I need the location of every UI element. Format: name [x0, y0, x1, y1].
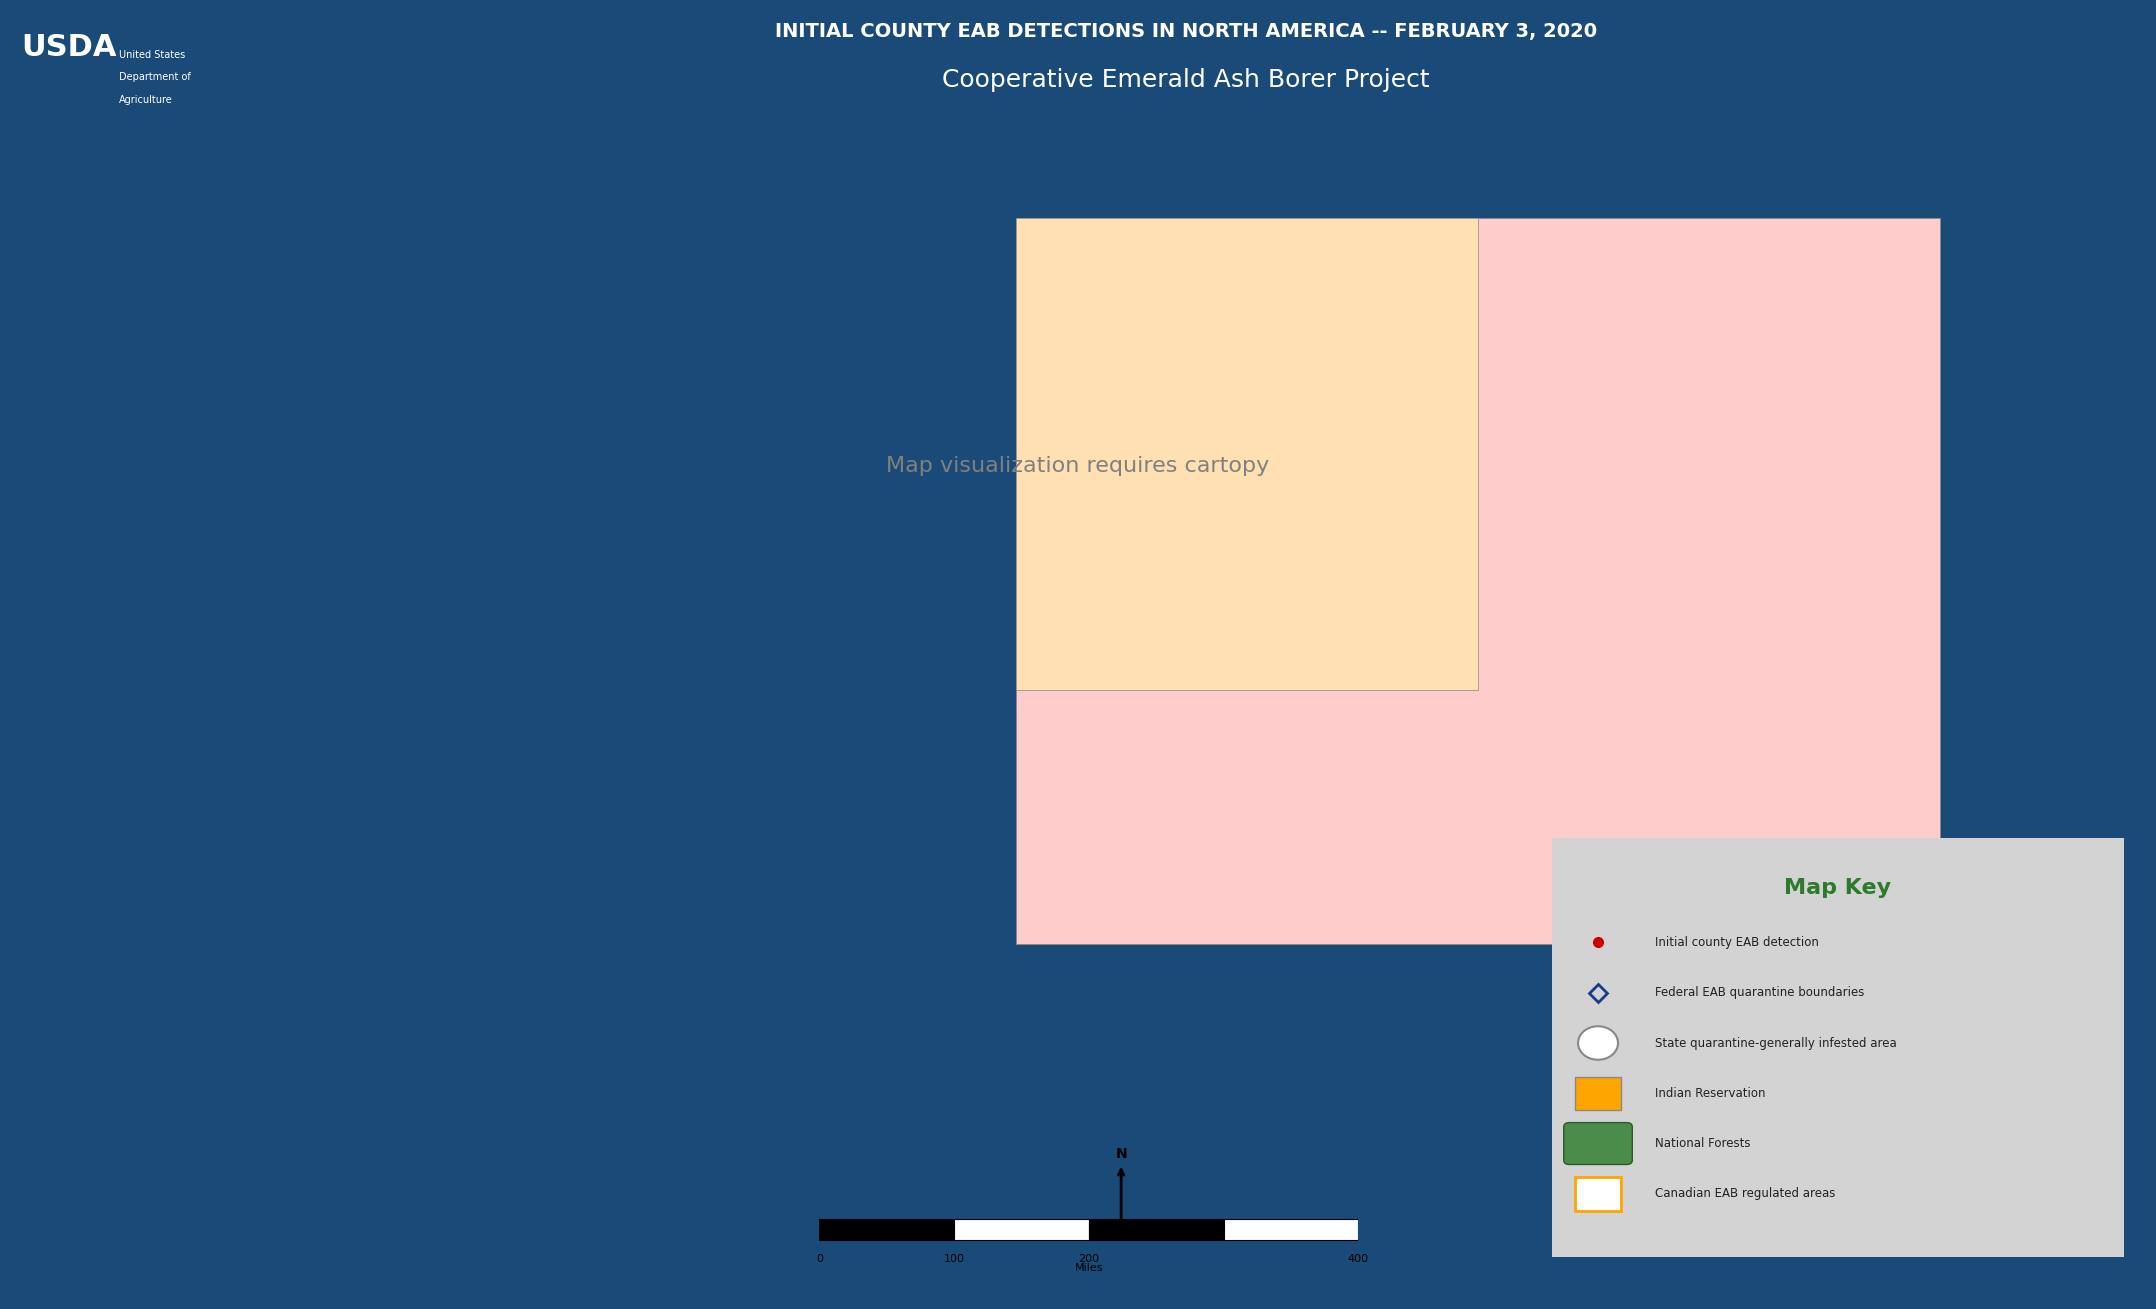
Text: Department of: Department of — [119, 72, 190, 82]
Text: INITIAL COUNTY EAB DETECTIONS IN NORTH AMERICA -- FEBRUARY 3, 2020: INITIAL COUNTY EAB DETECTIONS IN NORTH A… — [774, 22, 1598, 41]
Text: 200: 200 — [1078, 1254, 1100, 1264]
Text: Federal EAB quarantine boundaries: Federal EAB quarantine boundaries — [1656, 986, 1865, 999]
Bar — [1015, 217, 1479, 690]
Text: 100: 100 — [944, 1254, 964, 1264]
Text: State quarantine-generally infested area: State quarantine-generally infested area — [1656, 1037, 1897, 1050]
Text: Initial county EAB detection: Initial county EAB detection — [1656, 936, 1820, 949]
Text: Miles: Miles — [1074, 1263, 1104, 1274]
Bar — [1225, 1219, 1358, 1240]
Bar — [1576, 1076, 1621, 1110]
Text: USDA: USDA — [22, 34, 116, 63]
Text: Map Key: Map Key — [1785, 878, 1891, 898]
Text: Cooperative Emerald Ash Borer Project: Cooperative Emerald Ash Borer Project — [942, 68, 1429, 92]
Bar — [1576, 1177, 1621, 1211]
Text: 0: 0 — [815, 1254, 824, 1264]
Bar — [1015, 217, 1940, 944]
FancyBboxPatch shape — [1563, 1123, 1632, 1165]
Bar — [1089, 1219, 1225, 1240]
Bar — [819, 1219, 953, 1240]
Text: Agriculture: Agriculture — [119, 94, 172, 105]
Ellipse shape — [1578, 1026, 1617, 1060]
Text: Map visualization requires cartopy: Map visualization requires cartopy — [886, 456, 1270, 476]
Bar — [953, 1219, 1089, 1240]
Text: Indian Reservation: Indian Reservation — [1656, 1086, 1766, 1100]
Text: Canadian EAB regulated areas: Canadian EAB regulated areas — [1656, 1187, 1835, 1200]
Text: 400: 400 — [1348, 1254, 1369, 1264]
Text: N: N — [1115, 1147, 1128, 1161]
Text: United States: United States — [119, 50, 185, 60]
Bar — [0, 0, 259, 111]
Text: National Forests: National Forests — [1656, 1138, 1751, 1151]
FancyBboxPatch shape — [1546, 834, 2130, 1261]
